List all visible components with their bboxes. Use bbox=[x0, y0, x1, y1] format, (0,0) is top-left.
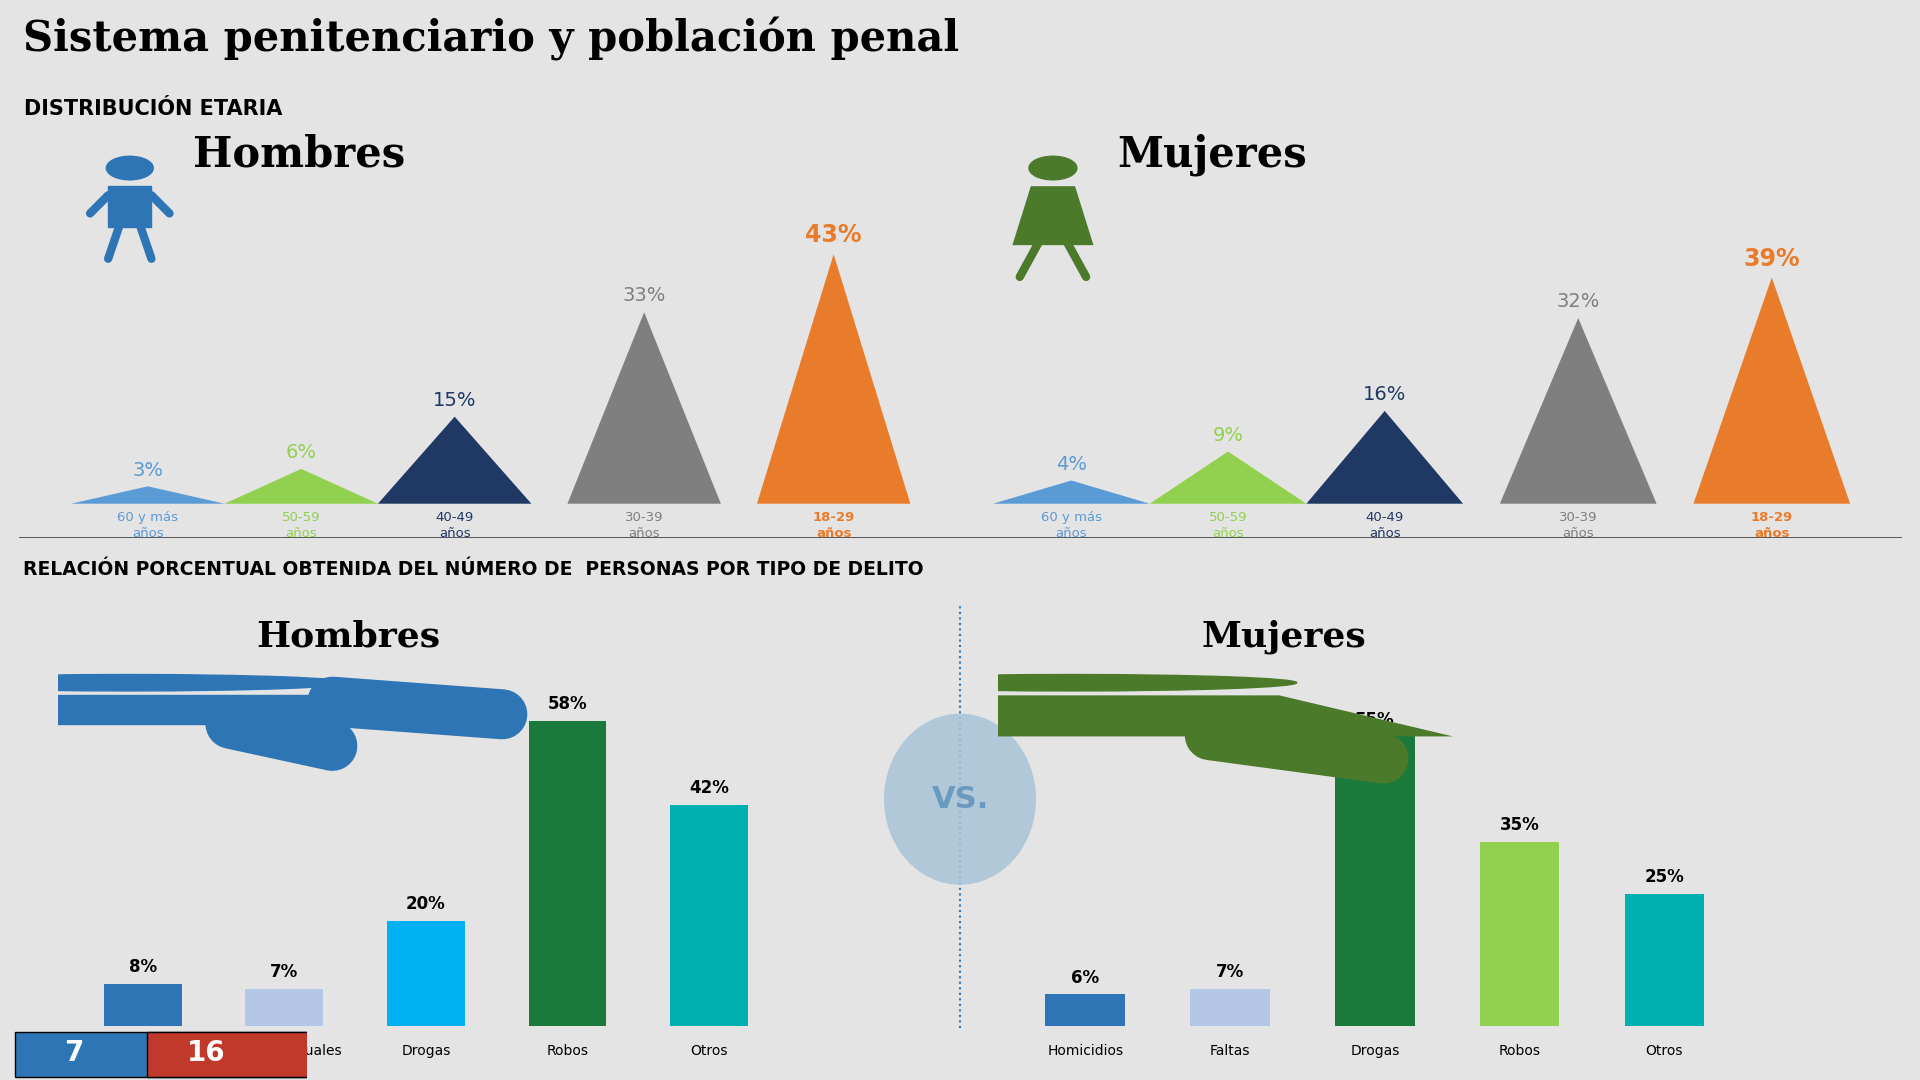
Bar bbox=[104, 984, 182, 1026]
Bar bbox=[1190, 989, 1269, 1026]
Circle shape bbox=[845, 675, 1296, 691]
Ellipse shape bbox=[883, 714, 1037, 885]
Text: 7%: 7% bbox=[1215, 963, 1244, 982]
Text: 4%: 4% bbox=[1056, 455, 1087, 474]
Text: 55%: 55% bbox=[1356, 711, 1394, 729]
Polygon shape bbox=[1693, 278, 1851, 503]
Text: Delitos Sexuales: Delitos Sexuales bbox=[227, 1044, 342, 1058]
Text: 32%: 32% bbox=[1557, 293, 1599, 311]
Text: RELACIÓN PORCENTUAL OBTENIDA DEL NÚMERO DE  PERSONAS POR TIPO DE DELITO: RELACIÓN PORCENTUAL OBTENIDA DEL NÚMERO … bbox=[23, 561, 924, 579]
Text: 18-29
años: 18-29 años bbox=[1751, 511, 1793, 540]
Bar bbox=[670, 805, 749, 1026]
Text: 43%: 43% bbox=[804, 224, 862, 247]
Bar bbox=[1334, 737, 1415, 1026]
Text: Robos: Robos bbox=[547, 1044, 589, 1058]
Polygon shape bbox=[1500, 318, 1657, 503]
Polygon shape bbox=[568, 312, 720, 503]
Text: 40-49
años: 40-49 años bbox=[1365, 511, 1404, 540]
Text: Mujeres: Mujeres bbox=[1117, 133, 1308, 176]
FancyBboxPatch shape bbox=[148, 1031, 1315, 1078]
Text: 33%: 33% bbox=[622, 286, 666, 306]
Text: 39%: 39% bbox=[1743, 246, 1801, 271]
Text: 6%: 6% bbox=[1071, 969, 1100, 986]
Text: 6%: 6% bbox=[286, 443, 317, 462]
Text: 7: 7 bbox=[63, 1039, 83, 1067]
Text: Otros: Otros bbox=[1645, 1044, 1684, 1058]
Text: Drogas: Drogas bbox=[1350, 1044, 1400, 1058]
Text: 58%: 58% bbox=[547, 694, 588, 713]
Text: DISTRIBUCIÓN ETARIA: DISTRIBUCIÓN ETARIA bbox=[23, 98, 282, 119]
Text: 35%: 35% bbox=[1500, 815, 1540, 834]
Text: 20%: 20% bbox=[405, 895, 445, 913]
Circle shape bbox=[0, 675, 349, 691]
Text: 40-49
años: 40-49 años bbox=[436, 511, 474, 540]
Text: Drogas: Drogas bbox=[401, 1044, 451, 1058]
Polygon shape bbox=[756, 254, 910, 503]
FancyBboxPatch shape bbox=[15, 1031, 1183, 1078]
Bar bbox=[108, 186, 152, 227]
Polygon shape bbox=[1150, 451, 1306, 503]
Text: Faltas: Faltas bbox=[1210, 1044, 1250, 1058]
Text: 18-29
años: 18-29 años bbox=[812, 511, 854, 540]
Text: VS.: VS. bbox=[931, 785, 989, 813]
Bar bbox=[528, 720, 607, 1026]
Circle shape bbox=[1029, 157, 1077, 180]
Text: Homicidios: Homicidios bbox=[104, 1044, 180, 1058]
Polygon shape bbox=[71, 486, 225, 503]
Text: 42%: 42% bbox=[689, 779, 730, 797]
Polygon shape bbox=[225, 469, 378, 503]
Text: Hombres: Hombres bbox=[255, 620, 440, 653]
Text: Robos: Robos bbox=[1500, 1044, 1540, 1058]
Text: Otros: Otros bbox=[691, 1044, 728, 1058]
Text: 25%: 25% bbox=[1645, 868, 1684, 887]
Bar bbox=[0, 696, 332, 724]
Text: 60 y más
años: 60 y más años bbox=[117, 511, 179, 540]
Text: 7%: 7% bbox=[271, 963, 298, 982]
Bar bbox=[246, 989, 323, 1026]
Text: 30-39
años: 30-39 años bbox=[624, 511, 664, 540]
Text: 60 y más
años: 60 y más años bbox=[1041, 511, 1102, 540]
Text: Mujeres: Mujeres bbox=[1202, 619, 1365, 653]
Text: 9%: 9% bbox=[1213, 426, 1244, 445]
Text: 15%: 15% bbox=[432, 391, 476, 410]
Polygon shape bbox=[1012, 186, 1094, 245]
Polygon shape bbox=[1306, 410, 1463, 503]
Text: Hombres: Hombres bbox=[192, 134, 405, 175]
Bar bbox=[1046, 995, 1125, 1026]
Circle shape bbox=[106, 157, 154, 180]
Polygon shape bbox=[993, 481, 1150, 503]
Polygon shape bbox=[378, 417, 532, 503]
Text: Homicidios: Homicidios bbox=[1046, 1044, 1123, 1058]
Text: 30-39
años: 30-39 años bbox=[1559, 511, 1597, 540]
Text: 50-59
años: 50-59 años bbox=[1210, 511, 1248, 540]
Text: Sistema penitenciario y población penal: Sistema penitenciario y población penal bbox=[23, 16, 960, 60]
Text: 3%: 3% bbox=[132, 460, 163, 480]
Text: 16: 16 bbox=[186, 1039, 225, 1067]
Bar bbox=[1624, 894, 1705, 1026]
Bar bbox=[388, 920, 465, 1026]
Polygon shape bbox=[689, 696, 1453, 737]
Text: 50-59
años: 50-59 años bbox=[282, 511, 321, 540]
Text: 8%: 8% bbox=[129, 958, 157, 976]
Bar bbox=[1480, 841, 1559, 1026]
Text: 16%: 16% bbox=[1363, 386, 1405, 404]
